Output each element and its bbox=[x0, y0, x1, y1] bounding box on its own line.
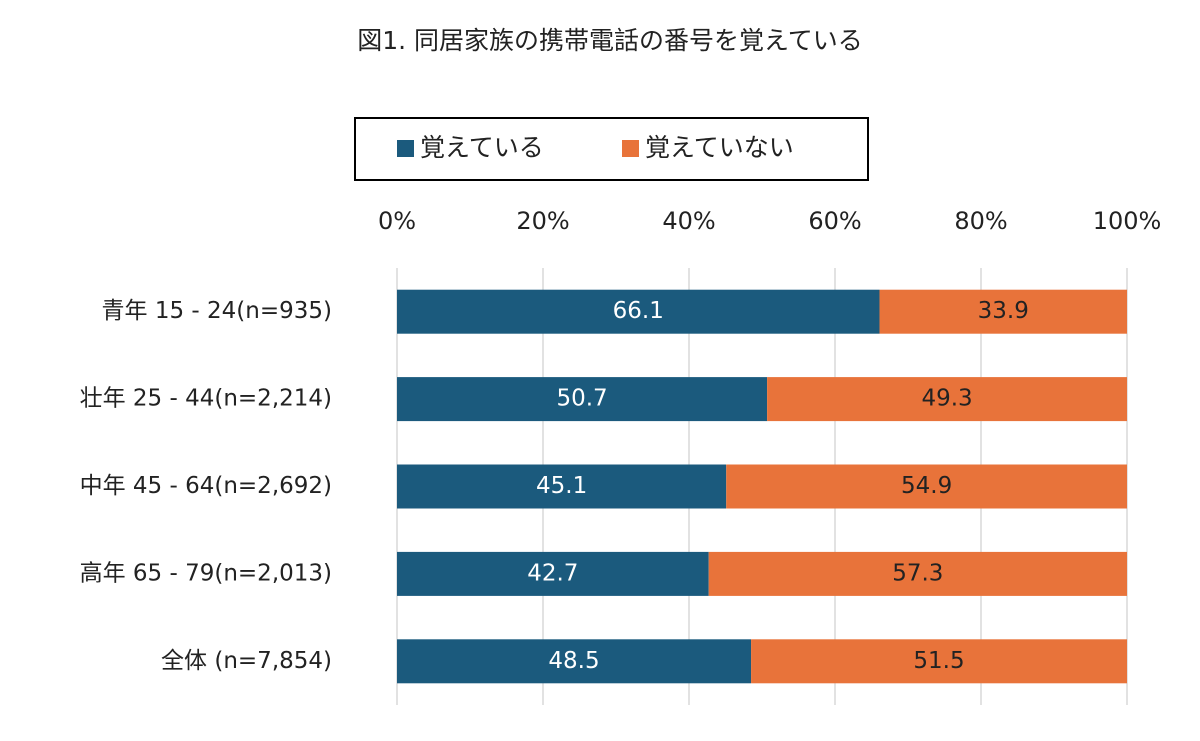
y-tick-label: 高年 65 - 79(n=2,013) bbox=[80, 560, 332, 586]
y-tick-label: 中年 45 - 64(n=2,692) bbox=[80, 473, 332, 499]
x-tick-label: 100% bbox=[1093, 207, 1162, 235]
legend-label: 覚えている bbox=[420, 133, 544, 162]
y-tick-label: 青年 15 - 24(n=935) bbox=[102, 298, 332, 324]
legend-swatch bbox=[622, 140, 639, 157]
data-label: 45.1 bbox=[536, 473, 587, 499]
data-label: 48.5 bbox=[548, 648, 599, 674]
bar-segment bbox=[726, 464, 1127, 509]
x-tick-label: 40% bbox=[662, 207, 715, 235]
data-label: 42.7 bbox=[527, 560, 578, 586]
x-tick-label: 60% bbox=[808, 207, 861, 235]
bar-segment bbox=[708, 551, 1127, 596]
x-tick-label: 0% bbox=[378, 207, 416, 235]
data-label: 50.7 bbox=[556, 386, 607, 412]
bar-segment bbox=[397, 289, 880, 334]
bar-segment bbox=[397, 639, 752, 684]
bar-segment bbox=[397, 464, 727, 509]
data-label: 51.5 bbox=[913, 648, 964, 674]
y-tick-label: 壮年 25 - 44(n=2,214) bbox=[80, 386, 332, 412]
y-tick-label: 全体 (n=7,854) bbox=[161, 648, 332, 674]
data-label: 49.3 bbox=[921, 386, 972, 412]
x-tick-label: 20% bbox=[516, 207, 569, 235]
legend-swatch bbox=[397, 140, 414, 157]
legend-box bbox=[354, 117, 869, 181]
chart-title: 図1. 同居家族の携帯電話の番号を覚えている bbox=[357, 26, 863, 55]
data-label: 66.1 bbox=[613, 298, 664, 324]
bar-segment bbox=[767, 377, 1127, 422]
data-label: 33.9 bbox=[978, 298, 1029, 324]
bar-segment bbox=[751, 639, 1127, 684]
bar-segment bbox=[397, 551, 709, 596]
data-label: 57.3 bbox=[892, 560, 943, 586]
data-label: 54.9 bbox=[901, 473, 952, 499]
legend-label: 覚えていない bbox=[645, 133, 794, 162]
bar-segment bbox=[397, 377, 768, 422]
x-tick-label: 80% bbox=[954, 207, 1007, 235]
bar-segment bbox=[879, 289, 1127, 334]
